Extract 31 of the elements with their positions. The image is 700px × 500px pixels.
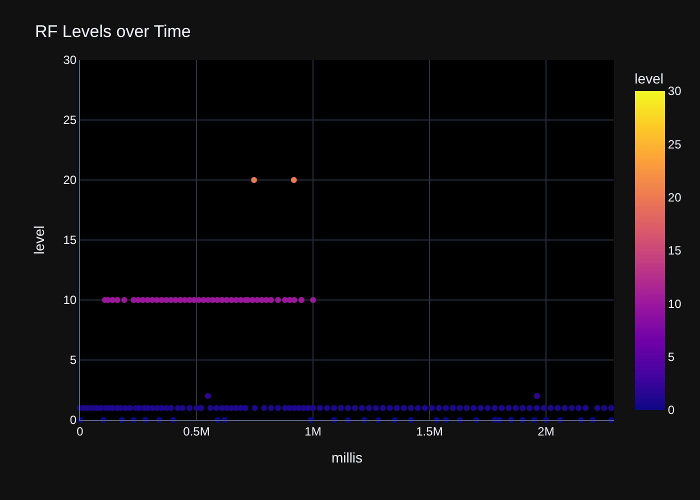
point bbox=[298, 297, 304, 303]
point bbox=[268, 297, 274, 303]
point bbox=[534, 393, 540, 399]
y-tick-label: 25 bbox=[63, 113, 77, 128]
y-tick-label: 15 bbox=[63, 233, 77, 248]
color-bar-label: 15 bbox=[668, 244, 682, 258]
point bbox=[310, 297, 316, 303]
y-tick-label: 5 bbox=[70, 353, 77, 368]
x-tick-label: 2M bbox=[538, 424, 554, 438]
point bbox=[204, 393, 211, 399]
x-tick-label: 1.5M bbox=[416, 424, 443, 438]
point bbox=[121, 297, 128, 303]
point bbox=[275, 297, 282, 303]
color-bar-label: 5 bbox=[668, 350, 675, 364]
y-axis-title: level bbox=[30, 226, 47, 254]
x-tick-label: 1M bbox=[304, 424, 322, 438]
chart-title: RF Levels over Time bbox=[35, 22, 191, 41]
color-bar-title: level bbox=[634, 70, 664, 86]
color-bar-label: 25 bbox=[668, 137, 682, 152]
y-tick-label: 30 bbox=[63, 53, 77, 68]
color-bar-label: 30 bbox=[668, 84, 682, 98]
x-tick-label: 0.5M bbox=[183, 424, 210, 438]
x-axis-title: millis bbox=[331, 450, 363, 466]
color-bar-label: 20 bbox=[668, 190, 682, 205]
color-bar-label: 10 bbox=[668, 296, 682, 311]
y-tick-label: 0 bbox=[70, 413, 77, 428]
point bbox=[290, 177, 297, 183]
point bbox=[251, 177, 258, 183]
y-tick-label: 20 bbox=[63, 173, 77, 188]
color-bar-label: 0 bbox=[668, 403, 675, 418]
y-tick-label: 10 bbox=[63, 293, 77, 308]
